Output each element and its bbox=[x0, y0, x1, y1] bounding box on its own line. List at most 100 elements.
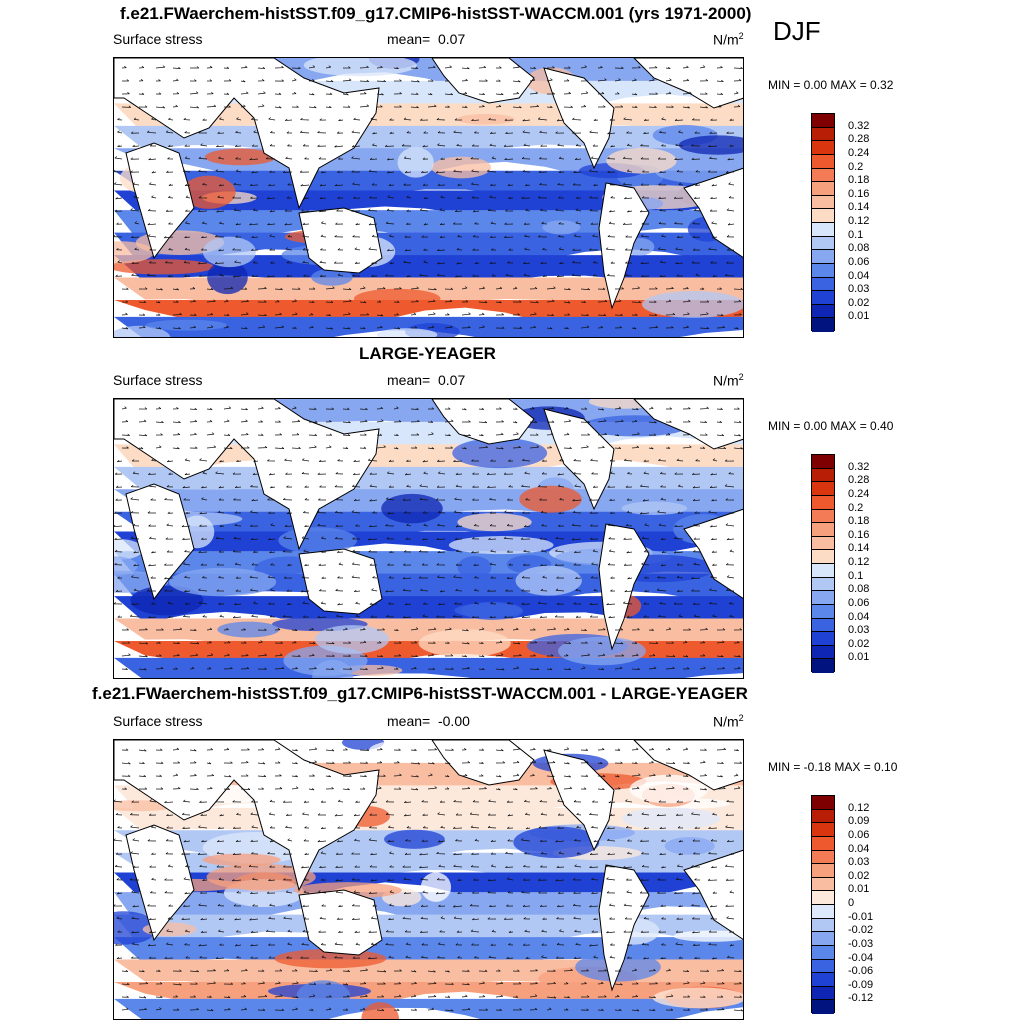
colorbar-swatch bbox=[812, 236, 834, 251]
panel2-minmax: MIN = 0.00 MAX = 0.40 bbox=[768, 419, 894, 433]
colorbar-swatch bbox=[812, 141, 834, 155]
wind-stress-vectors bbox=[114, 747, 743, 1012]
land-mass bbox=[431, 740, 535, 786]
colorbar-label: 0.32 bbox=[848, 119, 870, 132]
colorbar-swatch bbox=[812, 482, 834, 496]
colorbar-label: 0.12 bbox=[848, 801, 870, 814]
colorbar-label: 0.24 bbox=[848, 487, 870, 500]
land-mass bbox=[598, 182, 650, 310]
land-mass bbox=[114, 399, 380, 551]
land-mass bbox=[114, 58, 380, 210]
land-mass bbox=[683, 167, 743, 258]
colorbar-swatch bbox=[812, 223, 834, 237]
colorbar-label: 0.08 bbox=[848, 583, 870, 596]
colorbar-swatch bbox=[812, 604, 834, 619]
wind-stress-vectors bbox=[114, 406, 743, 671]
colorbar-label: 0.01 bbox=[848, 310, 870, 323]
colorbar-swatch bbox=[812, 195, 834, 210]
colorbar-label: -0.01 bbox=[848, 910, 874, 923]
colorbar-label: -0.03 bbox=[848, 937, 874, 950]
colorbar-swatch bbox=[812, 468, 834, 483]
panel3-colorbar bbox=[811, 795, 835, 1014]
colorbar-label: 0.06 bbox=[848, 255, 870, 268]
colorbar-label: 0.03 bbox=[848, 624, 870, 637]
colorbar-label: 0.32 bbox=[848, 460, 870, 473]
colorbar-label: 0.24 bbox=[848, 146, 870, 159]
colorbar-label: 0.14 bbox=[848, 201, 870, 214]
stress-field bbox=[114, 740, 743, 1019]
colorbar-label: 0 bbox=[848, 897, 855, 909]
panel3-mean: mean= -0.00 bbox=[387, 713, 470, 729]
colorbar-swatch bbox=[812, 577, 834, 592]
colorbar-swatch bbox=[812, 509, 834, 524]
land-mass bbox=[633, 399, 743, 450]
colorbar-label: 0.03 bbox=[848, 283, 870, 296]
colorbar-swatch bbox=[812, 154, 834, 169]
colorbar-swatch bbox=[812, 168, 834, 183]
land-mass bbox=[298, 207, 383, 274]
panel2-title: LARGE-YEAGER bbox=[359, 344, 496, 363]
colorbar-swatch bbox=[812, 796, 834, 810]
colorbar-swatch bbox=[812, 495, 834, 510]
panel1-map bbox=[113, 57, 744, 338]
panel2-map bbox=[113, 398, 744, 679]
colorbar-swatch bbox=[812, 536, 834, 551]
colorbar-label: 0.03 bbox=[848, 856, 870, 869]
colorbar-swatch bbox=[812, 263, 834, 278]
colorbar-swatch bbox=[812, 250, 834, 264]
colorbar-swatch bbox=[812, 127, 834, 142]
panel2-mean: mean= 0.07 bbox=[387, 372, 466, 388]
colorbar-label: 0.1 bbox=[848, 228, 864, 241]
colorbar-label: 0.18 bbox=[848, 515, 870, 528]
panel3-variable: Surface stress bbox=[113, 713, 203, 729]
colorbar-swatch bbox=[812, 891, 834, 905]
colorbar-label: 0.02 bbox=[848, 869, 870, 882]
colorbar-label: -0.12 bbox=[848, 992, 874, 1005]
colorbar-label: 0.04 bbox=[848, 842, 870, 855]
wind-stress-vectors bbox=[114, 65, 743, 330]
colorbar-swatch bbox=[812, 823, 834, 837]
season-label: DJF bbox=[773, 16, 821, 46]
colorbar-swatch bbox=[812, 318, 834, 332]
panel1-minmax: MIN = 0.00 MAX = 0.32 bbox=[768, 78, 894, 92]
colorbar-swatch bbox=[812, 564, 834, 578]
stress-field bbox=[114, 58, 743, 337]
colorbar-label: 0.16 bbox=[848, 528, 870, 541]
colorbar-label: 0.1 bbox=[848, 569, 864, 582]
land-mass bbox=[125, 142, 195, 260]
land-mass bbox=[543, 749, 615, 852]
stress-field bbox=[114, 399, 743, 678]
panel3-title: f.e21.FWaerchem-histSST.f09_g17.CMIP6-hi… bbox=[92, 684, 748, 703]
colorbar-swatch bbox=[812, 645, 834, 660]
land-mass bbox=[633, 740, 743, 791]
colorbar-swatch bbox=[812, 632, 834, 646]
colorbar-label: 0.16 bbox=[848, 187, 870, 200]
colorbar-swatch bbox=[812, 455, 834, 469]
colorbar-swatch bbox=[812, 986, 834, 1001]
colorbar-label: 0.02 bbox=[848, 637, 870, 650]
colorbar-swatch bbox=[812, 809, 834, 824]
panel1-colorbar bbox=[811, 113, 835, 332]
colorbar-swatch bbox=[812, 945, 834, 960]
land-mass bbox=[125, 824, 195, 942]
colorbar-label: 0.28 bbox=[848, 133, 870, 146]
panel2-variable: Surface stress bbox=[113, 372, 203, 388]
panel2-colorbar bbox=[811, 454, 835, 673]
colorbar-label: 0.18 bbox=[848, 174, 870, 187]
colorbar-label: 0.09 bbox=[848, 815, 870, 828]
land-mass bbox=[431, 399, 535, 445]
colorbar-label: 0.04 bbox=[848, 269, 870, 282]
colorbar-swatch bbox=[812, 864, 834, 878]
colorbar-swatch bbox=[812, 114, 834, 128]
colorbar-label: 0.02 bbox=[848, 296, 870, 309]
colorbar-label: 0.12 bbox=[848, 215, 870, 227]
panel3-unit: N/m2 bbox=[713, 713, 744, 730]
figure-title: f.e21.FWaerchem-histSST.f09_g17.CMIP6-hi… bbox=[120, 4, 752, 23]
colorbar-swatch bbox=[812, 277, 834, 292]
panel1-mean: mean= 0.07 bbox=[387, 31, 466, 47]
colorbar-swatch bbox=[812, 850, 834, 865]
colorbar-label: 0.12 bbox=[848, 556, 870, 568]
colorbar-label: 0.04 bbox=[848, 610, 870, 623]
land-mass bbox=[543, 67, 615, 170]
land-mass bbox=[598, 864, 650, 992]
